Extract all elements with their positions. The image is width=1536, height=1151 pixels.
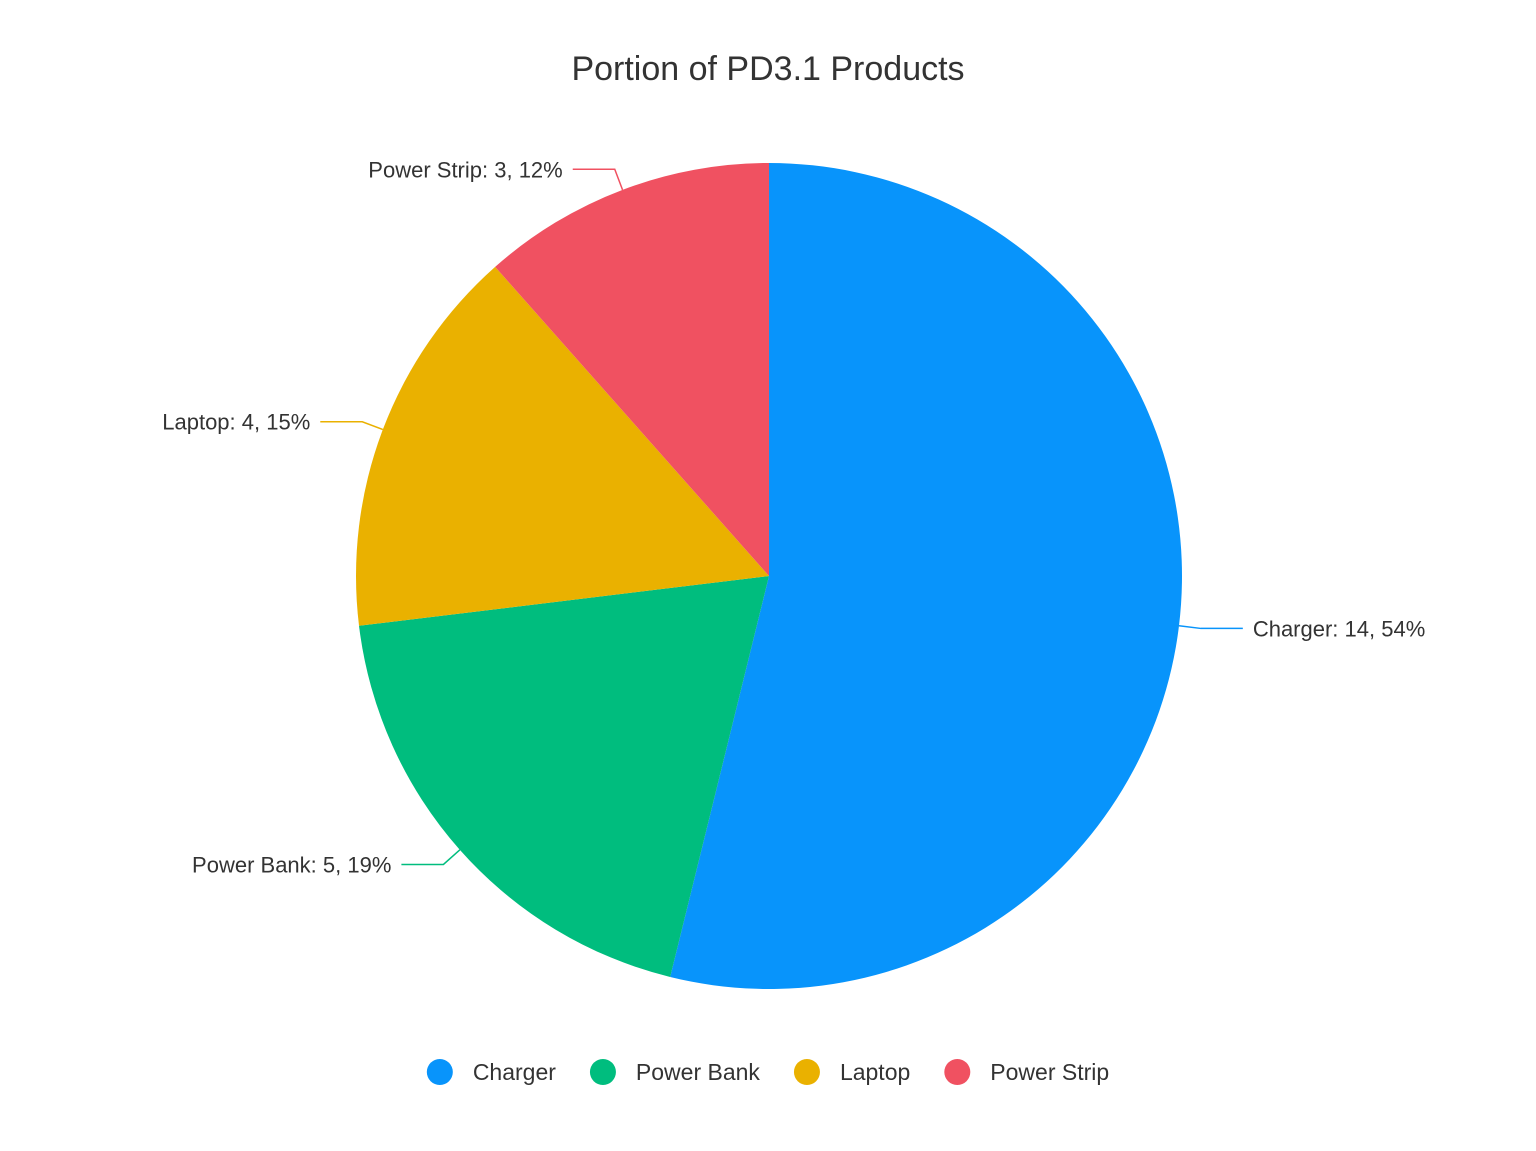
pie-slice-power-strip[interactable]	[495, 163, 769, 576]
legend-label-power-bank: Power Bank	[636, 1059, 761, 1085]
legend-item-power-strip[interactable]: Power Strip	[944, 1059, 1109, 1085]
legend-label-charger: Charger	[473, 1059, 556, 1085]
legend: Charger Power Bank Laptop Power Strip	[426, 1059, 1109, 1085]
slice-label-power-strip: Power Strip: 3, 12%	[368, 157, 562, 182]
slice-label-laptop: Laptop: 4, 15%	[162, 410, 310, 435]
leader-line-power-bank	[401, 849, 461, 866]
pie-slices	[356, 163, 1182, 989]
legend-label-power-strip: Power Strip	[990, 1059, 1109, 1085]
pie-slice-charger[interactable]	[670, 163, 1182, 989]
chart-title: Portion of PD3.1 Products	[571, 50, 964, 88]
leader-line-laptop	[320, 420, 384, 431]
legend-item-power-bank[interactable]: Power Bank	[589, 1059, 761, 1085]
slice-label-power-bank: Power Bank: 5, 19%	[192, 852, 391, 877]
legend-marker-charger	[426, 1059, 453, 1085]
legend-marker-power-strip	[944, 1059, 971, 1085]
leader-line-power-strip	[572, 168, 624, 191]
legend-label-laptop: Laptop	[840, 1059, 910, 1085]
legend-marker-laptop	[793, 1059, 820, 1085]
leader-line-charger	[1178, 625, 1243, 630]
pie-slice-power-bank[interactable]	[359, 576, 769, 977]
legend-marker-power-bank	[589, 1059, 616, 1085]
slice-labels: Charger: 14, 54% Power Bank: 5, 19% Laptop…	[162, 157, 1425, 877]
legend-item-laptop[interactable]: Laptop	[793, 1059, 910, 1085]
slice-label-charger: Charger: 14, 54%	[1253, 616, 1425, 641]
legend-item-charger[interactable]: Charger	[426, 1059, 556, 1085]
pie-slice-laptop[interactable]	[356, 266, 769, 626]
